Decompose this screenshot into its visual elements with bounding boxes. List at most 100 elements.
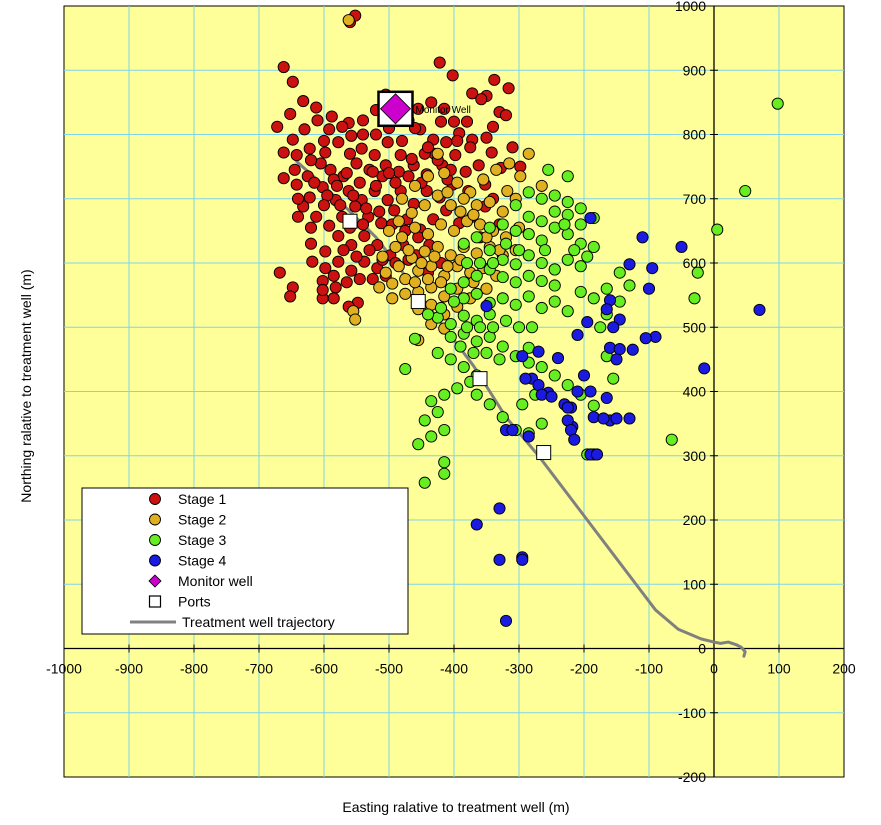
stage-1-point [488, 73, 501, 86]
legend-label: Stage 1 [178, 491, 226, 507]
stage-1-point [332, 229, 345, 243]
stage-3-point [412, 438, 425, 451]
stage-1-point [277, 60, 290, 74]
stage-1-point [366, 165, 379, 178]
stage-3-point [457, 361, 470, 374]
y-tick-label: 900 [683, 62, 707, 78]
stage-2-point [490, 163, 503, 176]
stage-3-point [418, 414, 431, 427]
x-axis-label: Easting ralative to treatment well (m) [342, 799, 569, 815]
stage-4-point [610, 353, 623, 366]
stage-4-point [600, 391, 613, 404]
x-tick-label: -800 [180, 661, 208, 677]
stage-1-point [405, 152, 418, 165]
stage-1-point [363, 244, 376, 257]
stage-1-point [319, 146, 332, 159]
stage-1-point [480, 131, 493, 144]
legend-symbol-square [148, 595, 162, 608]
stage-3-point [561, 253, 574, 266]
stage-3-point [587, 399, 600, 412]
stage-4-point [532, 345, 545, 358]
stage-1-point [332, 255, 345, 268]
stage-2-point [386, 292, 399, 305]
stage-2-point [376, 250, 389, 263]
stage-2-point [451, 176, 464, 189]
stage-3-point [587, 292, 600, 305]
stage-3-point [496, 411, 509, 424]
legend: Stage 1 Stage 2 Stage 3 Stage 4 Monitor well… [81, 487, 409, 635]
stage-2-point [438, 290, 451, 303]
stage-1-point [319, 262, 332, 275]
stage-3-point [574, 285, 587, 298]
legend-item-stage-2: Stage 2 [149, 512, 226, 528]
series-stage-4 [470, 211, 766, 627]
stage-3-point [535, 215, 548, 228]
stage-1-point [350, 157, 363, 170]
stage-1-point [356, 114, 370, 127]
stage-4-point [519, 372, 532, 385]
x-tick-label: -600 [310, 661, 338, 677]
stage-3-point [483, 398, 496, 411]
legend-item-treatment-well-trajectory: Treatment well trajectory [130, 614, 335, 630]
stage-1-point [298, 123, 311, 136]
stage-3-point [522, 249, 535, 262]
x-tick-label: -1000 [46, 661, 82, 677]
stage-3-point [470, 388, 483, 401]
stage-2-point [395, 192, 409, 205]
stage-4-point [499, 614, 513, 627]
stage-1-point [304, 221, 318, 234]
stage-3-point [509, 224, 522, 237]
series-stage-3 [399, 97, 784, 489]
stage-3-point [548, 369, 561, 382]
stage-3-point [691, 266, 704, 279]
stage-2-point [480, 282, 493, 295]
stage-1-point [334, 199, 347, 212]
stage-2-point [447, 224, 461, 237]
stage-2-point [421, 273, 435, 286]
y-tick-label: 800 [683, 127, 707, 143]
x-tick-label: -200 [570, 661, 598, 677]
stage-3-point [581, 250, 594, 263]
stage-1-point [360, 202, 373, 215]
stage-2-point [386, 277, 399, 290]
stage-1-point [402, 170, 415, 183]
stage-3-point [399, 362, 412, 376]
stage-3-point [711, 223, 724, 236]
stage-1-point [330, 179, 344, 192]
stage-3-point [548, 205, 561, 218]
stage-1-point [284, 290, 297, 303]
stage-1-point [316, 283, 329, 297]
stage-4-point [698, 362, 711, 375]
stage-1-point [451, 134, 464, 147]
stage-3-point [421, 308, 435, 321]
stage-3-point [587, 240, 600, 253]
stage-4-point [470, 518, 483, 531]
legend-box [81, 487, 409, 635]
stage-4-point [636, 231, 649, 244]
stage-3-point [473, 321, 487, 334]
monitor-well-annotation: Monitor Well [416, 105, 471, 116]
stage-3-point [561, 195, 574, 209]
legend-label: Stage 3 [178, 532, 226, 548]
stage-1-point [475, 93, 488, 106]
stage-3-point [438, 456, 451, 469]
stage-2-point [395, 231, 409, 244]
legend-item-stage-4: Stage 4 [149, 553, 226, 569]
stage-2-point [434, 276, 448, 289]
stage-1-point [288, 163, 301, 176]
x-tick-label: 100 [767, 661, 791, 677]
stage-1-point [446, 69, 459, 82]
stage-3-point [535, 301, 548, 315]
stage-3-point [473, 256, 487, 270]
stage-2-point [379, 266, 392, 279]
stage-3-point [509, 276, 522, 289]
series-stage-1 [271, 9, 527, 313]
stage-3-point [558, 218, 571, 231]
stage-1-point [340, 166, 353, 180]
legend-item-monitor-well: Monitor well [148, 573, 253, 589]
stage-1-point [506, 141, 519, 154]
stage-1-point [337, 244, 350, 257]
port-marker [472, 371, 488, 387]
stage-3-point [496, 218, 509, 231]
stage-1-point [440, 136, 453, 149]
